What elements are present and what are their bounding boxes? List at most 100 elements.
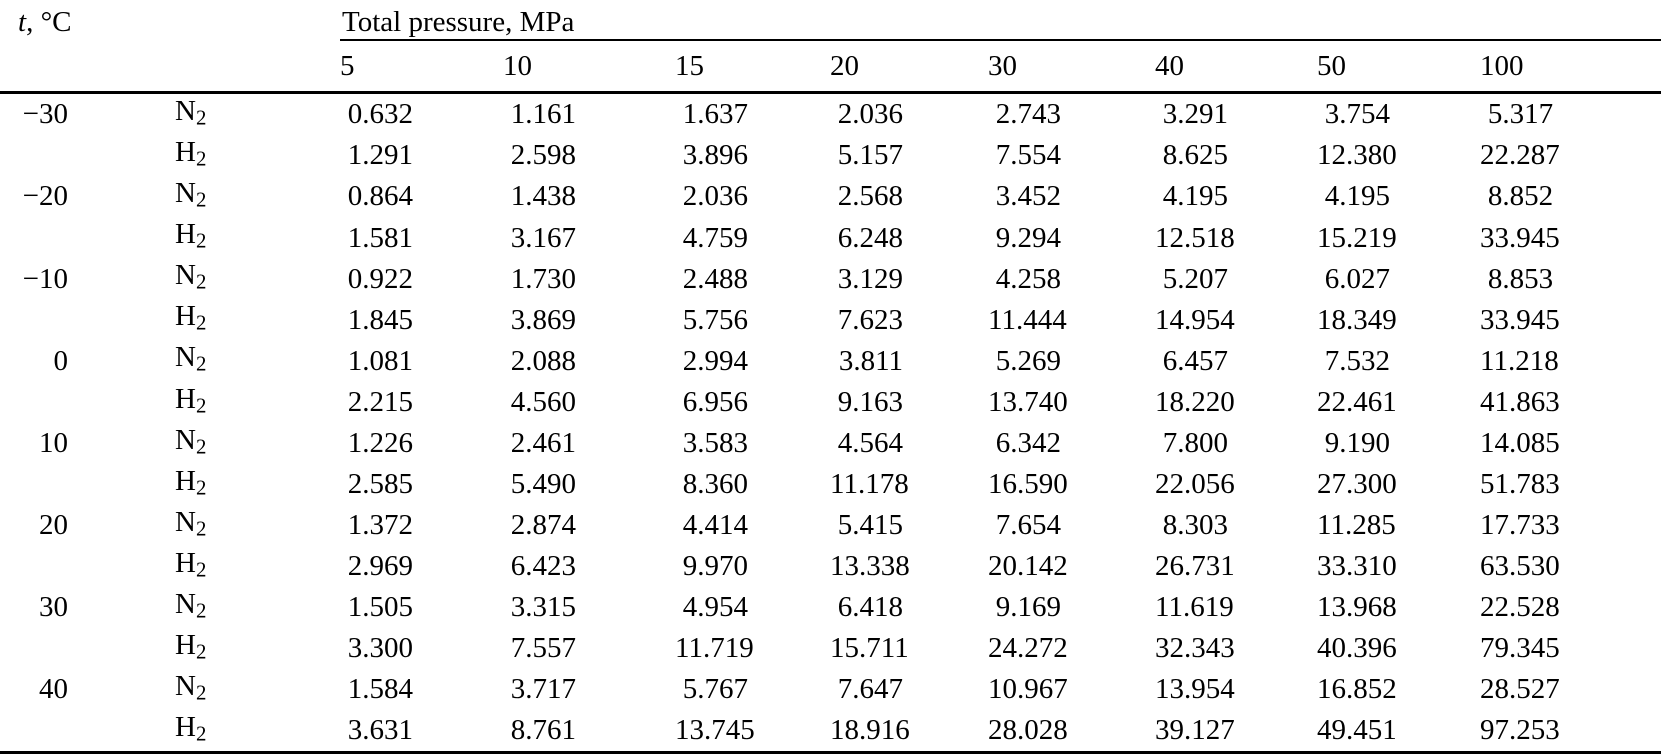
temperature-cell bbox=[0, 710, 100, 754]
pressure-column-header: 30 bbox=[988, 40, 1156, 94]
table-body: −30 N2 0.632 1.161 1.637 2.036 2.743 3.291 3.7… bbox=[0, 93, 1661, 754]
value-cell: 11.218 bbox=[1480, 344, 1559, 377]
table-row: 30 N2 1.505 3.315 4.954 6.418 9.169 11.619 13.… bbox=[0, 587, 1661, 628]
table-row: H2 2.969 6.423 9.970 13.338 20.142 26.731 33.3… bbox=[0, 546, 1661, 587]
value-cell: 14.085 bbox=[1480, 426, 1560, 459]
value-cell: 1.081 bbox=[347, 344, 414, 377]
value-cell: 3.896 bbox=[682, 139, 749, 172]
value-cell: 2.488 bbox=[682, 262, 749, 295]
value-cell: 39.127 bbox=[1155, 710, 1318, 754]
value-cell: 6.956 bbox=[682, 385, 749, 418]
value-cell: 7.554 bbox=[995, 139, 1062, 172]
temperature-cell: 10 bbox=[39, 426, 68, 459]
gas-symbol: N bbox=[175, 587, 196, 620]
value-cell: 9.163 bbox=[837, 385, 904, 418]
value-cell: 2.969 bbox=[347, 550, 414, 583]
gas-cell: H2 bbox=[100, 299, 340, 340]
value-cell: 13.954 bbox=[1155, 673, 1235, 706]
value-cell: 5.756 bbox=[682, 303, 749, 336]
gas-cell: N2 bbox=[100, 669, 340, 710]
value-cell: 2.036 bbox=[837, 98, 904, 131]
value-cell: 3.869 bbox=[510, 303, 577, 336]
value-cell: 22.287 bbox=[1480, 139, 1560, 172]
gas-subscript: 2 bbox=[195, 228, 207, 253]
value-cell: 1.438 bbox=[510, 180, 577, 213]
value-cell: 4.759 bbox=[682, 221, 749, 254]
value-cell: 1.226 bbox=[347, 426, 414, 459]
value-cell: 12.380 bbox=[1317, 139, 1397, 172]
value-cell: 9.294 bbox=[995, 221, 1062, 254]
value-cell: 24.272 bbox=[988, 632, 1068, 665]
value-cell: 14.954 bbox=[1155, 303, 1235, 336]
pressure-values-header-row: 5 10 15 20 30 40 50 100 bbox=[0, 40, 1661, 94]
value-cell: 8.303 bbox=[1162, 509, 1229, 542]
temperature-unit: , °C bbox=[26, 6, 72, 38]
value-cell: 2.743 bbox=[995, 98, 1062, 131]
pressure-column-header: 5 bbox=[340, 40, 504, 94]
gas-cell: N2 bbox=[100, 423, 340, 464]
value-cell: 7.623 bbox=[837, 303, 904, 336]
value-cell: 7.532 bbox=[1324, 344, 1391, 377]
value-cell: 7.557 bbox=[510, 632, 577, 665]
value-cell: 9.169 bbox=[995, 591, 1062, 624]
gas-cell: N2 bbox=[100, 93, 340, 136]
temperature-cell: 30 bbox=[39, 591, 68, 624]
value-cell: 79.345 bbox=[1480, 632, 1560, 665]
value-cell: 18.916 bbox=[830, 710, 989, 754]
gas-symbol: N bbox=[175, 341, 196, 374]
value-cell: 10.967 bbox=[988, 673, 1068, 706]
gas-subscript: 2 bbox=[195, 434, 207, 459]
temperature-cell: 40 bbox=[39, 673, 68, 706]
value-cell: 5.157 bbox=[837, 139, 904, 172]
gas-subscript: 2 bbox=[195, 598, 207, 623]
gas-symbol: H bbox=[175, 711, 196, 744]
value-cell: 8.360 bbox=[682, 467, 749, 500]
table-header: t, °C Total pressure, MPa 5 10 15 20 30 40 50 1… bbox=[0, 0, 1661, 94]
value-cell: 11.619 bbox=[1155, 591, 1234, 624]
value-cell: 3.754 bbox=[1324, 98, 1391, 131]
value-cell: 1.845 bbox=[347, 303, 414, 336]
value-cell: 8.853 bbox=[1487, 262, 1554, 295]
temperature-cell bbox=[0, 299, 100, 340]
table-row: H2 2.585 5.490 8.360 11.178 16.590 22.056 27.3… bbox=[0, 464, 1661, 505]
value-cell: 6.248 bbox=[837, 221, 904, 254]
value-cell: 4.258 bbox=[995, 262, 1062, 295]
pressure-column-header: 10 bbox=[503, 40, 676, 94]
value-cell: 1.581 bbox=[347, 221, 414, 254]
value-cell: 3.583 bbox=[682, 426, 749, 459]
value-cell: 28.527 bbox=[1480, 673, 1560, 706]
value-cell: 9.970 bbox=[682, 550, 749, 583]
value-cell: 4.560 bbox=[510, 385, 577, 418]
value-cell: 5.269 bbox=[995, 344, 1062, 377]
value-cell: 32.343 bbox=[1155, 632, 1235, 665]
gas-subscript: 2 bbox=[195, 721, 207, 746]
gas-symbol: H bbox=[175, 629, 196, 662]
value-cell: 1.161 bbox=[510, 98, 577, 131]
table-row: 0 N2 1.081 2.088 2.994 3.811 5.269 6.457 7.532… bbox=[0, 340, 1661, 381]
value-cell: 33.945 bbox=[1480, 221, 1560, 254]
gas-subscript: 2 bbox=[195, 680, 207, 705]
value-cell: 5.490 bbox=[510, 467, 577, 500]
value-cell: 2.088 bbox=[510, 344, 577, 377]
temperature-column-header: t, °C bbox=[0, 0, 341, 94]
value-cell: 15.219 bbox=[1317, 221, 1397, 254]
gas-symbol: N bbox=[175, 505, 196, 538]
table-row: −30 N2 0.632 1.161 1.637 2.036 2.743 3.291 3.7… bbox=[0, 93, 1661, 136]
value-cell: 4.564 bbox=[837, 426, 904, 459]
value-cell: 5.207 bbox=[1162, 262, 1229, 295]
pressure-column-header: 50 bbox=[1317, 40, 1481, 94]
table-row: H2 3.631 8.761 13.745 18.916 28.028 39.127 49.… bbox=[0, 710, 1661, 754]
value-cell: 2.461 bbox=[510, 426, 577, 459]
value-cell: 1.291 bbox=[347, 139, 414, 172]
value-cell: 1.505 bbox=[347, 591, 414, 624]
value-cell: 4.195 bbox=[1162, 180, 1229, 213]
value-cell: 17.733 bbox=[1480, 509, 1560, 542]
gas-symbol: H bbox=[175, 218, 196, 251]
value-cell: 3.452 bbox=[995, 180, 1062, 213]
gas-symbol: H bbox=[175, 464, 196, 497]
value-cell: 3.631 bbox=[340, 710, 504, 754]
value-cell: 2.994 bbox=[682, 344, 749, 377]
temperature-cell: −10 bbox=[22, 262, 68, 295]
gas-cell: N2 bbox=[100, 176, 340, 217]
gas-cell: H2 bbox=[100, 217, 340, 258]
